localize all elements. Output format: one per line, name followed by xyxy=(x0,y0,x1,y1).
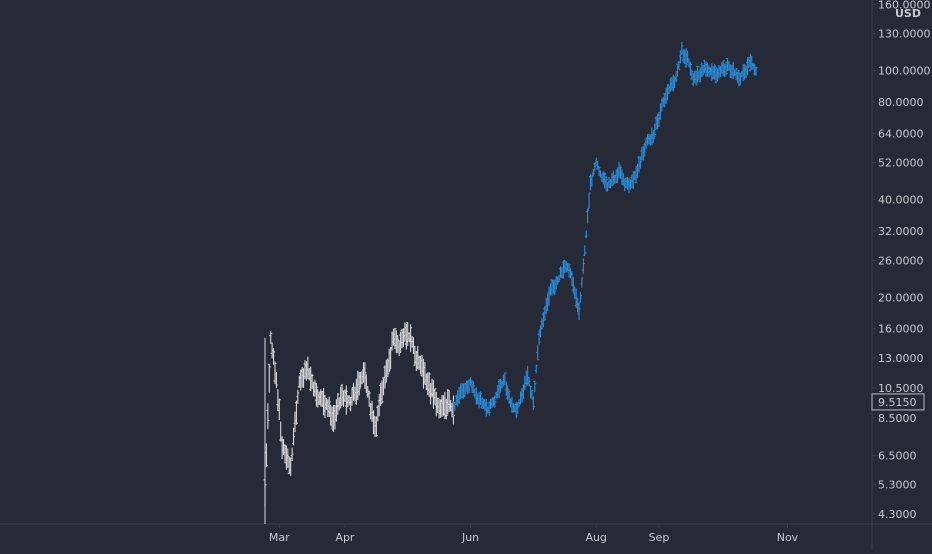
currency-label: USD xyxy=(895,7,921,20)
x-tick-label: Mar xyxy=(269,531,290,544)
y-tick-label: 130.0000 xyxy=(878,28,931,41)
y-tick-label: 80.0000 xyxy=(878,96,924,109)
y-tick-label: 32.0000 xyxy=(878,225,924,238)
y-tick-label: 5.3000 xyxy=(878,478,917,491)
y-tick-label: 13.0000 xyxy=(878,352,924,365)
x-tick-label: Apr xyxy=(335,531,355,544)
x-tick-label: Nov xyxy=(777,531,799,544)
y-axis-ticks[interactable]: 160.0000 130.0000 100.0000 80.0000 64.0000 52… xyxy=(872,0,931,521)
y-tick-label: 4.3000 xyxy=(878,508,917,521)
y-tick-label: 40.0000 xyxy=(878,194,924,207)
y-tick-label: 160.0000 xyxy=(878,0,931,11)
y-tick-label: 6.5000 xyxy=(878,450,917,463)
last-price-box xyxy=(871,393,925,411)
y-tick-label: 26.0000 xyxy=(878,254,924,267)
x-tick-label: Sep xyxy=(649,531,670,544)
y-tick-label: 100.0000 xyxy=(878,65,931,78)
last-price-label: 9.5150 xyxy=(878,396,917,409)
series-blue[interactable] xyxy=(451,41,758,419)
y-tick-label: 20.0000 xyxy=(878,291,924,304)
y-tick-label: 52.0000 xyxy=(878,157,924,170)
x-tick-label: Jun xyxy=(461,531,479,544)
series-white[interactable] xyxy=(263,322,455,508)
y-tick-label: 16.0000 xyxy=(878,323,924,336)
y-tick-label: 64.0000 xyxy=(878,127,924,140)
y-tick-label: 10.5000 xyxy=(878,382,924,395)
x-tick-label: Aug xyxy=(585,531,606,544)
y-tick-label: 8.5000 xyxy=(878,412,917,425)
x-axis-ticks[interactable]: Mar Apr Jun Aug Sep Nov xyxy=(269,524,799,544)
